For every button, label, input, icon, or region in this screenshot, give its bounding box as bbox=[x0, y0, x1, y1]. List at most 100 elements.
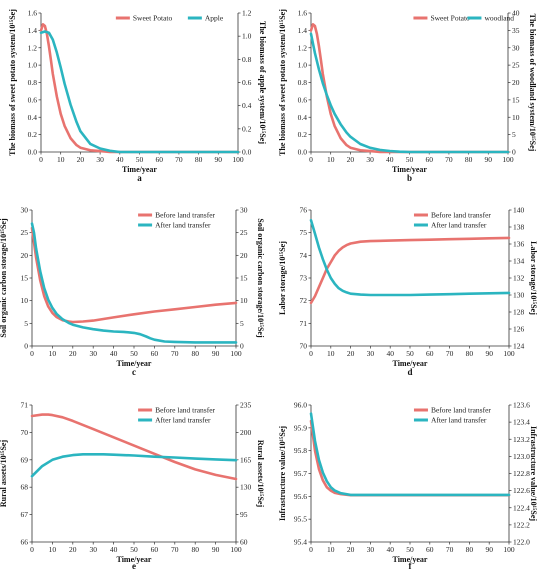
right-tick-label: 10 bbox=[512, 113, 520, 122]
left-tick-label: 67 bbox=[21, 510, 29, 519]
right-tick-label: 130 bbox=[513, 291, 525, 300]
x-axis-label: Time/year bbox=[117, 555, 152, 564]
right-tick-label: 0.0 bbox=[242, 148, 252, 157]
right-tick-label: 0 bbox=[240, 342, 244, 351]
legend-label-1: Sweet Potato bbox=[430, 14, 470, 23]
x-tick-label: 20 bbox=[347, 155, 355, 164]
right-tick-label: 15 bbox=[240, 274, 248, 283]
panel-f: 0 10 20 30 40 50 60 70 80 90 100 95.4 95.5 95.6 95.7 95… bbox=[278, 401, 538, 572]
x-axis-label: Time/year bbox=[393, 555, 428, 564]
x-tick-label: 60 bbox=[426, 545, 434, 554]
right-tick-label: 0.4 bbox=[242, 101, 252, 110]
left-axis-label: Soil organic carbon storage/10¹⁵Sej bbox=[0, 218, 8, 338]
right-tick-label: 165 bbox=[240, 455, 252, 464]
right-tick-label: 122.2 bbox=[513, 520, 530, 529]
series-line-2 bbox=[30, 452, 238, 478]
left-tick-label: 95.7 bbox=[294, 469, 307, 478]
right-tick-label: 1.0 bbox=[242, 32, 252, 41]
left-tick-label: 69 bbox=[21, 455, 29, 464]
series-line-2 bbox=[309, 412, 511, 497]
left-tick-label: 73 bbox=[300, 274, 308, 283]
x-tick-label: 0 bbox=[309, 349, 313, 358]
left-tick-label: 30 bbox=[21, 206, 29, 215]
right-tick-label: 0 bbox=[512, 148, 516, 157]
x-tick-label: 100 bbox=[232, 155, 244, 164]
right-tick-label: 60 bbox=[240, 538, 248, 547]
x-tick-label: 20 bbox=[347, 349, 355, 358]
left-tick-label: 71 bbox=[300, 319, 308, 328]
x-tick-label: 0 bbox=[309, 545, 313, 554]
x-tick-label: 70 bbox=[446, 349, 454, 358]
x-tick-label: 20 bbox=[69, 349, 77, 358]
left-tick-label: 75 bbox=[300, 228, 308, 237]
left-tick-label: 1.0 bbox=[298, 61, 308, 70]
left-tick-label: 95.6 bbox=[294, 492, 307, 501]
x-tick-label: 80 bbox=[191, 545, 199, 554]
x-tick-label: 90 bbox=[485, 349, 493, 358]
right-tick-label: 132 bbox=[513, 274, 525, 283]
left-tick-label: 70 bbox=[300, 342, 308, 351]
panel-letter: d bbox=[407, 367, 412, 377]
x-tick-label: 30 bbox=[367, 349, 375, 358]
x-tick-label: 100 bbox=[503, 545, 515, 554]
x-axis-label: Time/year bbox=[393, 359, 428, 368]
x-tick-label: 100 bbox=[230, 349, 242, 358]
x-tick-label: 30 bbox=[96, 155, 104, 164]
left-tick-label: 1.4 bbox=[28, 26, 38, 35]
left-tick-label: 1.4 bbox=[298, 26, 308, 35]
panel-c: 0 10 20 30 40 50 60 70 80 90 100051015202530051015… bbox=[0, 206, 265, 378]
legend-label-1: Sweet Potato bbox=[133, 14, 173, 23]
x-axis-label: Time/year bbox=[122, 165, 157, 174]
right-tick-label: 0.2 bbox=[242, 124, 252, 133]
x-tick-label: 60 bbox=[426, 349, 434, 358]
series-line-1 bbox=[39, 22, 240, 154]
x-tick-label: 20 bbox=[347, 545, 355, 554]
right-tick-label: 130 bbox=[240, 483, 252, 492]
left-tick-label: 25 bbox=[21, 228, 29, 237]
right-axis-label: Infrastructure value/10¹⁵Sej bbox=[529, 426, 538, 521]
right-tick-label: 40 bbox=[512, 9, 520, 18]
right-tick-label: 10 bbox=[240, 296, 248, 305]
right-tick-label: 122.0 bbox=[513, 538, 530, 547]
x-tick-label: 50 bbox=[130, 349, 138, 358]
right-tick-label: 122.6 bbox=[513, 486, 530, 495]
panel-letter: b bbox=[407, 173, 412, 183]
right-tick-label: 30 bbox=[512, 43, 520, 52]
x-tick-label: 0 bbox=[39, 155, 43, 164]
panel-letter: c bbox=[132, 367, 136, 377]
series-line-1 bbox=[309, 22, 510, 154]
right-tick-label: 15 bbox=[512, 95, 520, 104]
left-axis-label: The biomass of sweet potato system/10¹⁵S… bbox=[278, 9, 287, 156]
x-tick-label: 80 bbox=[466, 545, 474, 554]
x-tick-label: 90 bbox=[215, 155, 223, 164]
legend-label-1: Before land transfer bbox=[155, 211, 215, 220]
right-tick-label: 136 bbox=[513, 240, 525, 249]
left-tick-label: 70 bbox=[21, 428, 29, 437]
left-tick-label: 10 bbox=[21, 296, 29, 305]
left-tick-label: 76 bbox=[300, 206, 308, 215]
panel-letter: a bbox=[137, 173, 142, 183]
x-tick-label: 60 bbox=[151, 545, 159, 554]
left-tick-label: 0 bbox=[24, 342, 28, 351]
left-tick-label: 1.0 bbox=[28, 61, 38, 70]
x-tick-label: 10 bbox=[49, 349, 57, 358]
right-tick-label: 1.2 bbox=[242, 9, 252, 18]
x-tick-label: 30 bbox=[89, 545, 97, 554]
right-tick-label: 124 bbox=[513, 342, 525, 351]
panel-a: 0 10 20 30 40 50 60 70 80 90 1000.00.20.40.60.81.0… bbox=[8, 9, 267, 184]
legend-label-2: After land transfer bbox=[155, 221, 211, 230]
left-tick-label: 95.5 bbox=[294, 515, 307, 524]
right-tick-label: 134 bbox=[513, 257, 525, 266]
right-tick-label: 20 bbox=[240, 251, 248, 260]
right-tick-label: 140 bbox=[513, 206, 525, 215]
left-axis-label: The biomass of sweet potato system/10¹⁵S… bbox=[8, 9, 17, 156]
right-tick-label: 25 bbox=[512, 61, 520, 70]
panel-letter: f bbox=[409, 561, 413, 571]
left-axis-label: Labor storage/10¹⁵Sej bbox=[278, 241, 287, 315]
left-tick-label: 66 bbox=[21, 538, 29, 547]
x-tick-label: 30 bbox=[367, 545, 375, 554]
x-tick-label: 10 bbox=[49, 545, 57, 554]
x-tick-label: 10 bbox=[327, 349, 335, 358]
right-tick-label: 30 bbox=[240, 206, 248, 215]
x-tick-label: 30 bbox=[89, 349, 97, 358]
